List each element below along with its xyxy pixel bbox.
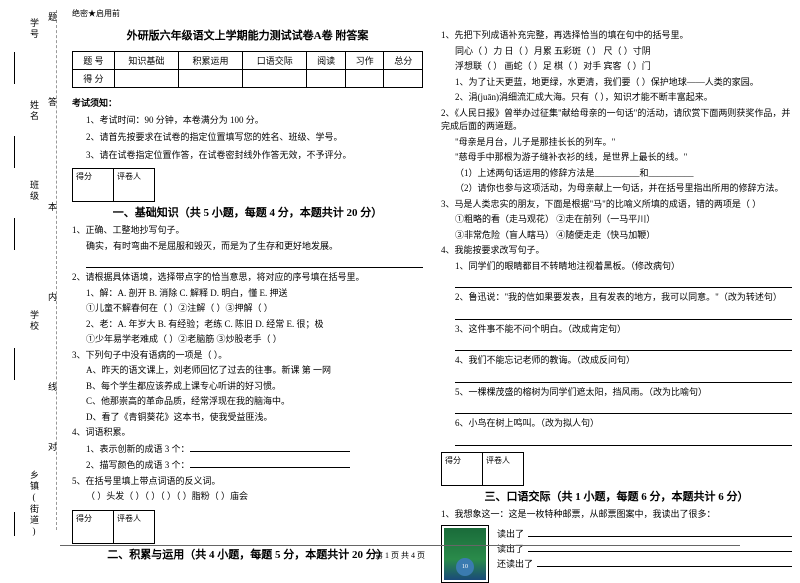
option: C、他那崇高的革命品质，经常浮现在我的脑海中。 — [86, 395, 423, 409]
sub-question: 3、这件事不能不问个明白。（改成肯定句） — [455, 323, 792, 337]
sub-question: 1、同学们的眼睛都目不转睛地注视着黑板。（修改病句） — [455, 260, 792, 274]
sub-question: （2）请你也参与这项活动，为母亲献上一句话，并在括号里指出所用的修辞方法。 — [455, 182, 792, 196]
question: 5、在括号里填上带点词语的反义词。 — [72, 475, 423, 489]
sub-question: 6、小鸟在树上鸣叫。（改为拟人句） — [455, 417, 792, 431]
option: B、每个学生都应该养成上课专心听讲的好习惯。 — [86, 380, 423, 394]
section-score-box: 得分 评卷人 — [72, 510, 423, 544]
margin-label-name: 姓名 — [28, 100, 41, 122]
marker: 题 — [48, 10, 57, 23]
answer-line — [455, 276, 792, 288]
sub-question: 5、一棵棵茂盛的榕树为同学们遮太阳，挡风雨。（改为比喻句） — [455, 386, 792, 400]
sub-question: 2、描写颜色的成语 3 个： — [86, 458, 423, 473]
margin-label-school: 学校 — [28, 310, 41, 332]
marker: 答 — [48, 95, 57, 108]
answer-line — [528, 527, 792, 537]
question: 3、马是人类忠实的朋友，下面是根据"马"的比喻义所填的成语，错的两项是（ ） — [441, 198, 792, 212]
answer-line — [455, 402, 792, 414]
option: 2、老：A. 年岁大 B. 有经验；老练 C. 陈旧 D. 经常 E. 很；极 — [86, 318, 423, 332]
marker: 本 — [48, 200, 57, 213]
sub-question: 4、我们不能忘记老师的教诲。（改成反问句） — [455, 354, 792, 368]
question: 2、请根据具体语境，选择带点字的恰当意思，将对应的序号填在括号里。 — [72, 271, 423, 285]
fill-blank: 浮想联（ ） 画蛇（ ）足 棋（ ）对手 宾客（ ）门 — [455, 60, 792, 74]
sub-question: 2、鲁迅说："我的信如果要发表，且有发表的地方，我可以同意。"（改为转述句） — [455, 291, 792, 305]
th: 题 号 — [73, 52, 115, 70]
sub-question: 1、表示创新的成语 3 个： — [86, 442, 423, 457]
sub-question: （1）上述两句话运用的修辞方法是__________和__________ — [455, 167, 792, 181]
option: ③非常危险（盲人瞎马） ④随便走走（快马加鞭） — [455, 229, 792, 243]
score-table: 题 号 知识基础 积累运用 口语交际 阅读 习作 总分 得 分 — [72, 51, 423, 88]
notice-item: 1、考试时间：90 分钟，本卷满分为 100 分。 — [86, 113, 423, 127]
question: 4、词语积累。 — [72, 426, 423, 440]
th: 积累运用 — [178, 52, 242, 70]
marker: 对 — [48, 440, 57, 453]
answer-line — [455, 308, 792, 320]
question-text: 确实，有时弯曲不是屈服和毁灭，而是为了生存和更好地发展。 — [86, 240, 423, 254]
sub-question: 2、涓(juān)涓细流汇成大海。只有（ ），知识才能不断丰富起来。 — [455, 91, 792, 105]
binding-margin: 学号 题 姓名 答 班级 本 内 学校 线 对 乡镇(街道) — [0, 0, 62, 540]
section-score-box: 得分 评卷人 — [441, 452, 792, 486]
question: 1、我想象这一：这是一枚特种邮票，从邮票图案中，我读出了很多： — [441, 508, 792, 522]
th: 总分 — [384, 52, 423, 70]
write-line — [14, 52, 15, 84]
answer-line — [455, 371, 792, 383]
th: 知识基础 — [114, 52, 178, 70]
quote: "慈母手中那根为游子缝补衣衫的线，是世界上最长的线。" — [455, 151, 792, 165]
page-footer: 第 1 页 共 4 页 — [0, 545, 800, 561]
option: 1、解：A. 剖开 B. 消除 C. 解释 D. 明白，懂 E. 押送 — [86, 287, 423, 301]
answer-line — [86, 256, 423, 268]
margin-label-class: 班级 — [28, 180, 41, 202]
margin-label-id: 学号 — [28, 18, 41, 40]
right-column: 1、先把下列成语补充完整，再选择恰当的填在句中的括号里。 同心（ ）力 日（ ）… — [441, 27, 792, 583]
write-line — [14, 348, 15, 380]
option: ①儿童不解春何在（ ）②注解（ ）③押解（ ） — [86, 302, 423, 316]
question: 3、下列句子中没有语病的一项是（ ）。 — [72, 349, 423, 363]
confidential-note: 绝密★启用前 — [72, 8, 792, 19]
page-content: 绝密★启用前 外研版六年级语文上学期能力测试试卷A卷 附答案 题 号 知识基础 … — [72, 8, 792, 583]
sub-question: （ ）头发（ ）（ ）（ ）（ ）脂粉（ ）庙会 — [86, 490, 423, 504]
notice-item: 3、请在试卷指定位置作答，在试卷密封线外作答无效，不予评分。 — [86, 148, 423, 162]
section-1-head: 一、基础知识（共 5 小题，每题 4 分，本题共计 20 分） — [72, 204, 423, 220]
answer-line — [455, 339, 792, 351]
marker: 线 — [48, 380, 57, 393]
th: 阅读 — [307, 52, 346, 70]
section-3-head: 三、口语交际（共 1 小题，每题 6 分，本题共计 6 分） — [441, 488, 792, 504]
write-line — [14, 512, 15, 536]
write-line — [14, 218, 15, 250]
marker: 内 — [48, 290, 57, 303]
option: D、看了《青铜葵花》这本书，使我受益匪浅。 — [86, 411, 423, 425]
question: 1、正确、工整地抄写句子。 — [72, 224, 423, 238]
write-line — [14, 136, 15, 168]
fill-blank: 同心（ ）力 日（ ）月累 五彩斑（ ） 尺（ ）寸阴 — [455, 45, 792, 59]
option: ①粗略的看（走马观花） ②走在前列（一马平川） — [455, 213, 792, 227]
th: 口语交际 — [243, 52, 307, 70]
left-column: 外研版六年级语文上学期能力测试试卷A卷 附答案 题 号 知识基础 积累运用 口语… — [72, 27, 423, 583]
quote: "母亲是月台，儿子是那挂长长的列车。" — [455, 136, 792, 150]
answer-line — [455, 434, 792, 446]
sub-question: 1、为了让天更蓝，地更绿，水更清，我们要（ ）保护地球——人类的家园。 — [455, 76, 792, 90]
notice-head: 考试须知： — [72, 96, 423, 109]
exam-title: 外研版六年级语文上学期能力测试试卷A卷 附答案 — [72, 27, 423, 43]
section-score-box: 得分 评卷人 — [72, 168, 423, 202]
option: A、昨天的语文课上，刘老师回忆了过去的往事。新课 第 一网 — [86, 364, 423, 378]
question: 4、我能按要求改写句子。 — [441, 244, 792, 258]
question: 2、《人民日报》曾举办过征集"献给母亲的一句话"的活动，请欣赏下面两则获奖作品，… — [441, 107, 792, 134]
option: ①少年易学老难成（ ）②老脑筋 ③炒股老手（ ） — [86, 333, 423, 347]
notice-item: 2、请首先按要求在试卷的指定位置填写您的姓名、班级、学号。 — [86, 130, 423, 144]
th: 习作 — [345, 52, 384, 70]
margin-label-town: 乡镇(街道) — [28, 470, 41, 538]
td: 得 分 — [73, 70, 115, 88]
question: 1、先把下列成语补充完整，再选择恰当的填在句中的括号里。 — [441, 29, 792, 43]
